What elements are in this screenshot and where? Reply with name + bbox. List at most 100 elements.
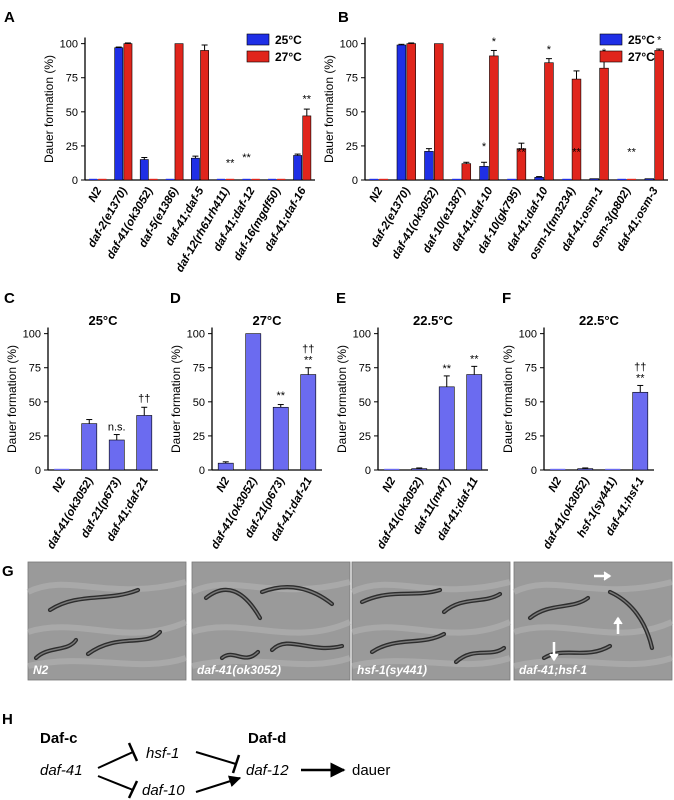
micrograph-panel: daf-41;hsf-1 <box>512 561 674 681</box>
y-tick-label: 50 <box>29 397 41 409</box>
legend-swatch <box>246 50 270 63</box>
y-tick-label: 50 <box>525 397 537 409</box>
y-tick-label: 50 <box>346 107 358 119</box>
bar <box>200 50 209 181</box>
y-axis-label: Dauer formation (%) <box>322 55 336 163</box>
y-tick-label: 75 <box>66 73 78 85</box>
legend-swatch <box>246 33 270 46</box>
panel-g-micrographs: N2 daf-41(ok3052) hsf-1(sy441) daf-41;hsf-1 <box>26 561 674 681</box>
y-tick-label: 0 <box>199 465 205 477</box>
y-tick-label: 100 <box>340 39 358 51</box>
bar <box>571 78 582 181</box>
bar <box>108 439 125 471</box>
worm-highlight <box>361 589 441 603</box>
significance-label: n.s. <box>108 421 126 433</box>
y-tick-label: 0 <box>72 175 78 187</box>
y-tick-label: 75 <box>193 363 205 375</box>
y-tick-label: 0 <box>531 465 537 477</box>
gene-daf-41: daf-41 <box>40 762 83 779</box>
bar <box>644 178 655 181</box>
significance-label: ** <box>226 157 235 169</box>
significance-label: ** <box>304 355 313 367</box>
panel-h-letter: H <box>2 711 13 728</box>
y-axis-label: Dauer formation (%) <box>501 345 515 453</box>
x-category-label: N2 <box>547 475 565 494</box>
worm-highlight <box>221 651 259 659</box>
significance-label: †† <box>634 361 646 373</box>
y-tick-label: 25 <box>66 141 78 153</box>
white-arrow-head <box>613 616 623 625</box>
bar <box>424 151 434 181</box>
bar <box>438 386 455 471</box>
y-tick-label: 25 <box>193 431 205 443</box>
worm-highlight <box>529 597 589 619</box>
worm-highlight <box>261 586 333 605</box>
agar-texture <box>26 579 188 669</box>
bar <box>114 47 124 181</box>
bar <box>534 176 544 181</box>
inhibit-line-to-daf10 <box>97 775 134 791</box>
legend-label: 25°C <box>628 33 655 47</box>
y-tick-label: 50 <box>66 107 78 119</box>
x-category-label: N2 <box>51 475 69 494</box>
bar <box>461 163 472 181</box>
activate-arrow-to-daf12 <box>195 775 242 793</box>
y-tick-label: 0 <box>352 175 358 187</box>
bar <box>136 415 153 471</box>
y-tick-label: 75 <box>525 363 537 375</box>
y-tick-label: 25 <box>359 431 371 443</box>
worm-highlight <box>35 639 77 659</box>
y-tick-label: 25 <box>525 431 537 443</box>
y-tick-label: 75 <box>359 363 371 375</box>
bar <box>302 115 312 181</box>
bar <box>589 178 599 181</box>
x-category-label: N2 <box>381 475 399 494</box>
bar <box>479 166 489 181</box>
micrograph-label: daf-41;hsf-1 <box>519 663 587 677</box>
bar <box>81 423 98 471</box>
significance-label: * <box>492 36 497 48</box>
significance-label: ** <box>627 146 636 158</box>
legend-label: 25°C <box>275 33 302 47</box>
bar <box>174 43 184 181</box>
y-axis-label: Dauer formation (%) <box>42 55 56 163</box>
significance-label: ** <box>517 146 526 158</box>
inhibit-bar-daf10 <box>127 780 139 799</box>
y-axis-label: Dauer formation (%) <box>169 345 183 453</box>
gene-daf-12: daf-12 <box>246 762 289 779</box>
panel-letter: F <box>502 290 511 307</box>
legend-label: 27°C <box>275 50 302 64</box>
inhibit-line-to-daf12 <box>195 751 237 765</box>
significance-label: ** <box>470 353 479 365</box>
panel-title: 27°C <box>252 313 282 328</box>
panel-letter: B <box>338 9 349 26</box>
y-tick-label: 100 <box>60 39 78 51</box>
significance-label: ** <box>242 152 251 164</box>
panel-g-letter: G <box>2 563 14 580</box>
panel-letter: E <box>336 290 346 307</box>
significance-label: * <box>657 35 662 47</box>
worm-highlight <box>205 589 261 619</box>
y-tick-label: 50 <box>359 397 371 409</box>
y-tick-label: 100 <box>23 329 41 341</box>
micrograph-label: hsf-1(sy441) <box>357 663 427 677</box>
bar <box>272 406 289 471</box>
significance-label: * <box>482 141 487 153</box>
inhibit-bar-hsf1 <box>127 742 139 762</box>
bar <box>489 55 499 181</box>
agar-texture <box>350 579 512 669</box>
worm-highlight <box>87 631 161 655</box>
significance-label: * <box>547 44 552 56</box>
y-tick-label: 0 <box>35 465 41 477</box>
worm-highlight <box>49 589 139 611</box>
white-arrow-head <box>549 653 559 662</box>
worm-highlight <box>609 591 653 649</box>
bar <box>411 468 428 471</box>
bar <box>123 43 133 181</box>
panel-title: 25°C <box>88 313 118 328</box>
worm-highlight <box>543 645 611 659</box>
